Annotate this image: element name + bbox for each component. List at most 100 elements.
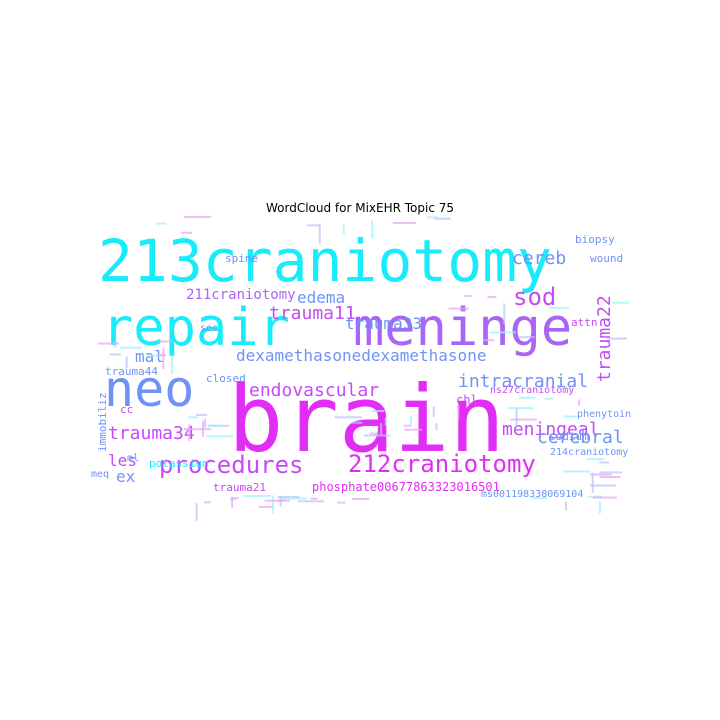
speckle-word — [464, 295, 473, 297]
speckle-word — [409, 416, 412, 426]
word-meningeal: meningeal — [502, 419, 600, 440]
word-214craniotomy: 214craniotomy — [550, 447, 628, 458]
speckle-word — [434, 217, 451, 220]
speckle-word — [196, 413, 208, 416]
word-trauma44: trauma44 — [105, 365, 158, 378]
word-neo: neo — [104, 360, 194, 418]
speckle-word — [352, 498, 370, 500]
word-213craniotomy: 213craniotomy — [98, 227, 552, 295]
speckle-word — [264, 499, 290, 502]
speckle-word — [231, 497, 239, 500]
word-dexamethasonedexamethasone: dexamethasonedexamethasone — [236, 346, 486, 365]
speckle-word — [611, 301, 629, 304]
word-immobiliz: immobiliz — [96, 392, 109, 452]
speckle-word — [510, 418, 537, 421]
word-biopsy: biopsy — [575, 233, 615, 246]
word-cereb: cereb — [512, 248, 566, 269]
speckle-word — [125, 356, 128, 369]
word-edema: edema — [297, 288, 345, 307]
speckle-word — [351, 421, 363, 424]
word-trauma11: trauma11 — [269, 303, 356, 324]
speckle-word — [488, 331, 516, 334]
speckle-word — [342, 224, 345, 235]
speckle-word — [364, 434, 391, 437]
word-cerebral: cerebral — [537, 427, 624, 448]
speckle-word — [184, 428, 212, 431]
word-les: les — [108, 451, 137, 470]
speckle-word — [507, 407, 534, 410]
speckle-word — [404, 428, 422, 431]
word-phosphate00677863323016501: phosphate00677863323016501 — [312, 480, 500, 494]
word-spine: spine — [225, 252, 258, 265]
speckle-word — [592, 496, 617, 499]
word-potassium: potassium — [149, 457, 209, 470]
speckle-word — [599, 471, 623, 474]
speckle-word — [156, 222, 167, 225]
speckle-word — [589, 484, 616, 487]
speckle-word — [483, 339, 495, 342]
speckle-word — [544, 397, 554, 400]
speckle-word — [243, 495, 272, 497]
word-211craniotomy: 211craniotomy — [186, 287, 296, 303]
speckle-word — [599, 461, 610, 464]
speckle-word — [515, 408, 518, 427]
speckle-word — [277, 496, 300, 498]
word-wound: wound — [590, 252, 623, 265]
speckle-word — [487, 295, 497, 298]
speckle-word — [563, 415, 578, 418]
speckle-word — [563, 470, 591, 473]
word-phenytoin: phenytoin — [577, 409, 631, 420]
speckle-word — [184, 215, 212, 218]
word-attn: attn — [571, 316, 598, 329]
speckle-word — [114, 340, 117, 347]
word-ns27craniotomy: ns27craniotomy — [490, 385, 574, 396]
speckle-word — [318, 223, 321, 244]
speckle-word — [380, 423, 383, 436]
word-trauma33: trauma33 — [345, 314, 422, 333]
speckle-word — [565, 501, 567, 511]
speckle-word — [181, 231, 193, 234]
speckle-word — [370, 432, 379, 435]
speckle-word — [188, 423, 191, 441]
speckle-word — [427, 216, 439, 219]
speckle-word — [231, 496, 234, 508]
speckle-word — [457, 404, 460, 421]
speckle-word — [297, 500, 324, 503]
speckle-word — [590, 473, 612, 476]
word-212craniotomy: 212craniotomy — [348, 450, 536, 478]
speckle-word — [97, 342, 120, 345]
speckle-word — [432, 406, 435, 418]
speckle-word — [156, 354, 166, 357]
speckle-word — [586, 458, 605, 461]
word-endovascular: endovascular — [249, 380, 379, 401]
speckle-word — [435, 423, 438, 431]
speckle-word — [591, 472, 594, 494]
speckle-word — [204, 501, 211, 504]
word-ex: ex — [116, 467, 136, 486]
speckle-word — [170, 354, 173, 375]
speckle-word — [518, 396, 536, 399]
speckle-word — [337, 501, 346, 504]
speckle-word — [503, 303, 506, 325]
speckle-word — [258, 505, 274, 508]
speckle-word — [162, 347, 165, 370]
speckle-word — [606, 337, 627, 340]
speckle-word — [448, 307, 469, 310]
speckle-word — [384, 417, 387, 426]
speckle-word — [271, 495, 274, 514]
word-intracranial: intracranial — [458, 371, 588, 392]
speckle-word — [195, 502, 198, 521]
word-procedures: procedures — [159, 451, 304, 479]
speckle-word — [147, 354, 164, 357]
word-sec: sec — [200, 323, 218, 334]
speckle-word — [188, 416, 198, 419]
word-chl: chl — [456, 393, 478, 407]
tiny-word-speckles — [97, 215, 629, 521]
speckle-word — [519, 336, 535, 339]
speckle-word — [158, 340, 173, 343]
speckle-word — [334, 416, 363, 419]
word-trauma21: trauma21 — [213, 481, 266, 494]
speckle-word — [548, 306, 569, 309]
speckle-word — [208, 424, 223, 427]
